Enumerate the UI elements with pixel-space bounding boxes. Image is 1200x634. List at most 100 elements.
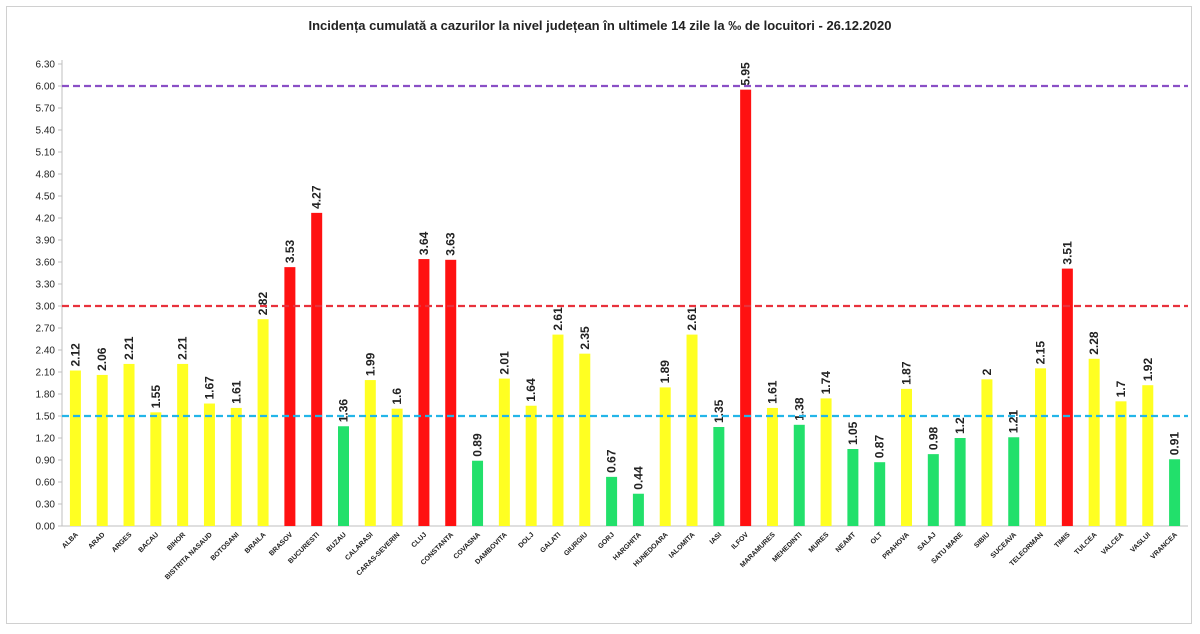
y-tick-label: 4.50 [36, 192, 56, 203]
value-label: 1.05 [846, 421, 860, 445]
category-label: IASI [709, 531, 724, 546]
value-label: 1.38 [792, 397, 806, 421]
value-label: 2.21 [176, 336, 190, 360]
y-tick-label: 5.10 [36, 148, 56, 159]
value-label: 2.21 [122, 336, 136, 360]
bar [257, 319, 269, 526]
category-label: ARAD [87, 531, 106, 550]
value-label: 0.44 [631, 466, 645, 490]
value-label: 2.06 [95, 347, 109, 371]
value-label: 1.61 [229, 380, 243, 404]
value-label: 1.36 [337, 399, 351, 423]
bar [418, 259, 430, 526]
y-tick-label: 2.40 [36, 346, 56, 357]
chart-title: Incidența cumulată a cazurilor la nivel … [308, 18, 892, 33]
value-label: 1.7 [1114, 380, 1128, 397]
bar [391, 408, 403, 526]
category-label: SALAJ [917, 531, 938, 552]
category-label: GALATI [539, 531, 562, 554]
y-tick-label: 5.70 [36, 104, 56, 115]
bar [552, 334, 564, 526]
y-tick-label: 3.30 [36, 280, 56, 291]
value-label: 1.87 [900, 361, 914, 385]
y-tick-label: 4.20 [36, 214, 56, 225]
bar [740, 89, 752, 527]
bar [284, 267, 296, 526]
y-tick-label: 1.80 [36, 390, 56, 401]
value-label: 1.92 [1141, 358, 1155, 382]
bar [713, 427, 725, 526]
value-label: 2.28 [1087, 331, 1101, 355]
bar [69, 370, 81, 526]
bar [874, 462, 886, 526]
category-label: OLT [870, 531, 885, 546]
value-label: 2.61 [685, 307, 699, 331]
bar [1142, 385, 1154, 526]
bar [632, 493, 644, 526]
value-label: 0.91 [1168, 432, 1182, 456]
value-label: 3.63 [444, 232, 458, 256]
bar [927, 454, 939, 526]
category-label: CLUJ [410, 531, 428, 549]
category-label: PRAHOVA [882, 531, 911, 560]
bar [338, 426, 349, 526]
bar [364, 380, 376, 526]
value-label: 1.21 [1007, 410, 1021, 434]
y-tick-label: 6.00 [36, 82, 56, 93]
bar [686, 334, 698, 526]
category-label: SUCEAVA [990, 531, 1018, 559]
bar [579, 353, 591, 526]
y-tick-label: 5.40 [36, 126, 56, 137]
bar [659, 387, 671, 526]
y-tick-label: 3.60 [36, 258, 56, 269]
value-label: 2.12 [68, 343, 82, 367]
value-label: 1.99 [363, 352, 377, 376]
bar [203, 403, 215, 526]
category-label: TULCEA [1074, 531, 1099, 556]
category-label: GIURGIU [563, 531, 589, 557]
chart-frame [6, 6, 1192, 624]
value-label: 5.95 [739, 62, 753, 86]
value-label: 1.55 [149, 385, 163, 409]
bar [445, 259, 457, 526]
category-label: BOTOSANI [210, 531, 241, 562]
bar [230, 407, 242, 526]
category-label: BACAU [137, 531, 160, 554]
category-label: IALOMITA [668, 531, 697, 560]
bar [525, 405, 537, 526]
category-label: ILFOV [731, 531, 751, 551]
value-label: 1.89 [658, 360, 672, 384]
bar [954, 438, 966, 526]
category-label: GORJ [597, 531, 616, 550]
category-label: SIBIU [973, 531, 991, 549]
bar [96, 374, 108, 526]
y-tick-label: 1.50 [36, 412, 56, 423]
category-label: VASLUI [1129, 531, 1152, 554]
bar [820, 398, 832, 526]
bar [1008, 437, 1020, 526]
bar [1169, 459, 1181, 526]
category-label: BISTRITA NASAUD [164, 531, 214, 581]
bar [901, 388, 912, 526]
category-label: NEAMT [835, 531, 858, 554]
category-label: BRAILA [244, 531, 268, 555]
y-tick-label: 3.90 [36, 236, 56, 247]
value-label: 1.61 [765, 380, 779, 404]
bar [793, 424, 805, 526]
y-tick-label: 0.30 [36, 500, 56, 511]
value-label: 4.27 [310, 185, 324, 209]
value-label: 1.2 [953, 417, 967, 434]
bar [311, 212, 323, 526]
bar [123, 363, 135, 526]
value-label: 2.01 [497, 351, 511, 375]
y-tick-label: 3.00 [36, 302, 56, 313]
category-label: TIMIS [1054, 531, 1072, 549]
bar [1088, 358, 1100, 526]
bar [1035, 368, 1047, 526]
value-label: 0.67 [605, 449, 619, 473]
value-label: 2 [980, 368, 994, 375]
bar [1061, 268, 1073, 526]
value-label: 2.35 [578, 326, 592, 350]
bar [847, 449, 859, 526]
